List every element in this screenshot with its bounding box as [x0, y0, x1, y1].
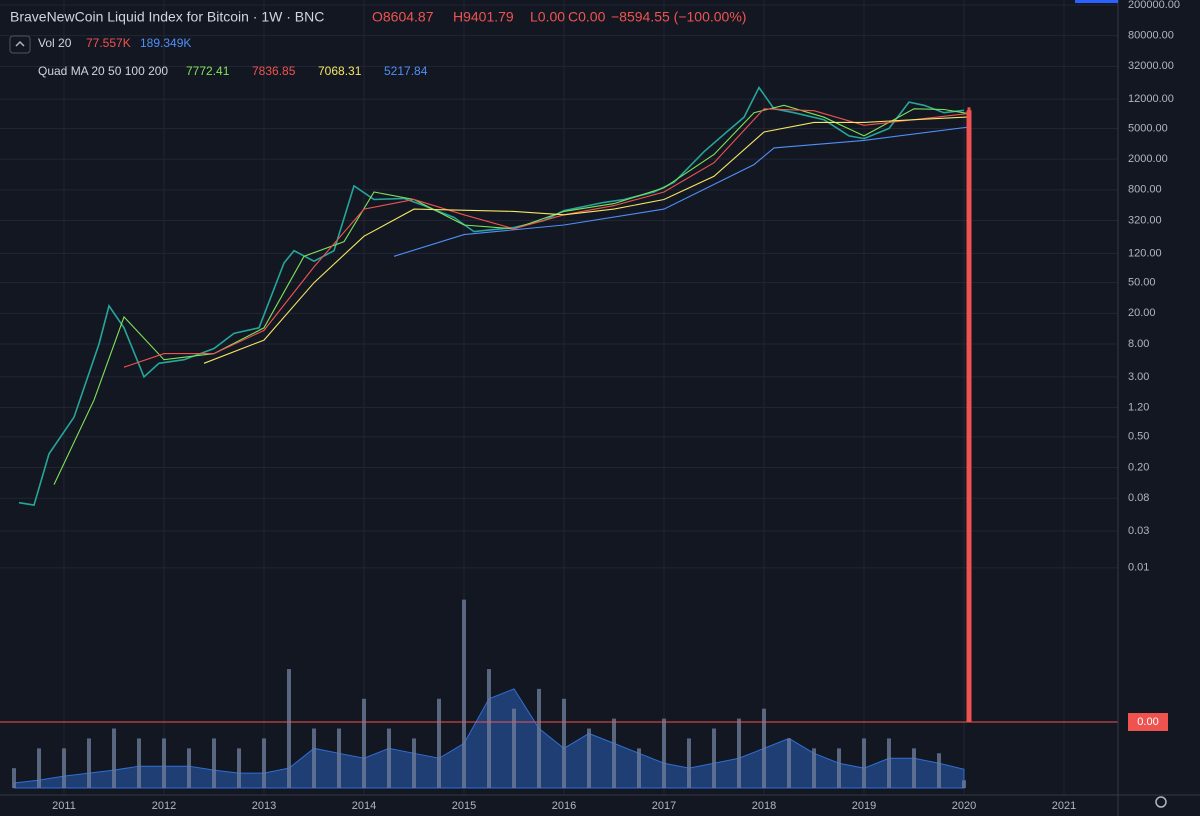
ohlc-label: C0.00 — [568, 9, 606, 25]
volume-bar — [462, 599, 466, 788]
volume-bar — [62, 748, 66, 788]
y-tick-label: 0.08 — [1128, 492, 1149, 504]
y-tick-label: 80000.00 — [1128, 30, 1174, 42]
ma-legend-value: 7772.41 — [186, 64, 230, 78]
x-tick-label: 2011 — [52, 800, 76, 812]
ohlc-label: O8604.87 — [372, 9, 434, 25]
y-tick-label: 320.00 — [1128, 214, 1162, 226]
last-price-box — [1128, 713, 1168, 731]
volume-bar — [487, 669, 491, 788]
volume-bar — [412, 738, 416, 788]
volume-bar — [687, 738, 691, 788]
volume-legend-value: 77.557K — [86, 36, 131, 50]
scale-indicator — [1075, 0, 1118, 3]
volume-bar — [112, 728, 116, 788]
volume-bar — [587, 728, 591, 788]
ohlc-label: H9401.79 — [453, 9, 514, 25]
volume-bar — [737, 718, 741, 788]
price-pane — [0, 85, 1118, 723]
y-tick-label: 800.00 — [1128, 184, 1162, 196]
ma-legend-name: Quad MA 20 50 100 200 — [38, 64, 168, 78]
volume-bar — [912, 748, 916, 788]
y-tick-label: 200000.00 — [1128, 0, 1180, 11]
x-tick-label: 2021 — [1052, 800, 1076, 812]
y-tick-label: 2000.00 — [1128, 153, 1168, 165]
y-tick-label: 0.01 — [1128, 562, 1149, 574]
y-tick-label: 3.00 — [1128, 371, 1149, 383]
volume-bar — [612, 718, 616, 788]
volume-pane — [12, 599, 966, 789]
volume-legend-ma: 189.349K — [140, 36, 191, 50]
volume-bar — [537, 688, 541, 788]
ohlc-label: −8594.55 (−100.00%) — [611, 9, 746, 25]
collapse-button[interactable] — [9, 35, 31, 54]
volume-bar — [312, 728, 316, 788]
y-tick-label: 20.00 — [1128, 307, 1156, 319]
ma-line — [203, 116, 970, 364]
last-candle-body — [966, 110, 972, 723]
volume-bar — [637, 748, 641, 788]
volume-bar — [212, 738, 216, 788]
volume-legend-name: Vol 20 — [38, 36, 72, 50]
volume-bar — [962, 780, 966, 788]
volume-bar — [762, 708, 766, 788]
x-tick-label: 2017 — [652, 800, 676, 812]
volume-bar — [512, 708, 516, 788]
y-tick-label: 0.50 — [1128, 431, 1149, 443]
collapse-icon — [15, 40, 25, 47]
volume-bar — [662, 718, 666, 788]
ma-legend-value: 7068.31 — [318, 64, 362, 78]
y-tick-label: 120.00 — [1128, 247, 1162, 259]
y-tick-label: 5000.00 — [1128, 122, 1168, 134]
volume-bar — [787, 738, 791, 788]
volume-bar — [437, 698, 441, 788]
volume-bar — [862, 738, 866, 788]
y-tick-label: 50.00 — [1128, 277, 1156, 289]
x-tick-label: 2019 — [852, 800, 876, 812]
x-tick-label: 2015 — [452, 800, 476, 812]
settings-button[interactable] — [1155, 796, 1167, 808]
volume-bar — [387, 728, 391, 788]
ma-legend-value: 7836.85 — [252, 64, 296, 78]
volume-bar — [87, 738, 91, 788]
y-tick-label: 0.03 — [1128, 525, 1149, 537]
volume-bar — [887, 738, 891, 788]
volume-bar — [37, 748, 41, 788]
axes: 200000.00 80000.00 32000.00 12000.00 5000.00… — [52, 0, 1180, 812]
y-tick-label: 8.00 — [1128, 338, 1149, 350]
grid — [0, 0, 1118, 795]
x-tick-label: 2020 — [952, 800, 976, 812]
volume-bar — [12, 768, 16, 788]
volume-bar — [562, 698, 566, 788]
x-tick-label: 2012 — [152, 800, 176, 812]
x-tick-label: 2018 — [752, 800, 776, 812]
volume-bar — [712, 728, 716, 788]
x-tick-label: 2013 — [252, 800, 276, 812]
volume-bar — [287, 669, 291, 788]
legend: BraveNewCoin Liquid Index for Bitcoin · … — [9, 9, 746, 78]
volume-bar — [262, 738, 266, 788]
volume-bar — [362, 698, 366, 788]
volume-bar — [187, 748, 191, 788]
last-price-label: 0.00 — [1137, 716, 1158, 728]
x-tick-label: 2014 — [352, 800, 376, 812]
y-tick-label: 0.20 — [1128, 461, 1149, 473]
volume-bar — [812, 748, 816, 788]
ma-line — [123, 108, 970, 368]
volume-bar — [137, 738, 141, 788]
volume-bar — [337, 728, 341, 788]
volume-bar — [237, 748, 241, 788]
y-tick-label: 1.20 — [1128, 401, 1149, 413]
volume-bar — [162, 738, 166, 788]
ma-line — [393, 126, 970, 257]
volume-bar — [837, 748, 841, 788]
ma-legend-value: 5217.84 — [384, 64, 428, 78]
chart-title: BraveNewCoin Liquid Index for Bitcoin · … — [10, 9, 324, 25]
volume-bar — [937, 753, 941, 788]
ohlc-label: L0.00 — [530, 9, 565, 25]
y-tick-label: 12000.00 — [1128, 93, 1174, 105]
x-tick-label: 2016 — [552, 800, 576, 812]
y-tick-label: 32000.00 — [1128, 60, 1174, 72]
